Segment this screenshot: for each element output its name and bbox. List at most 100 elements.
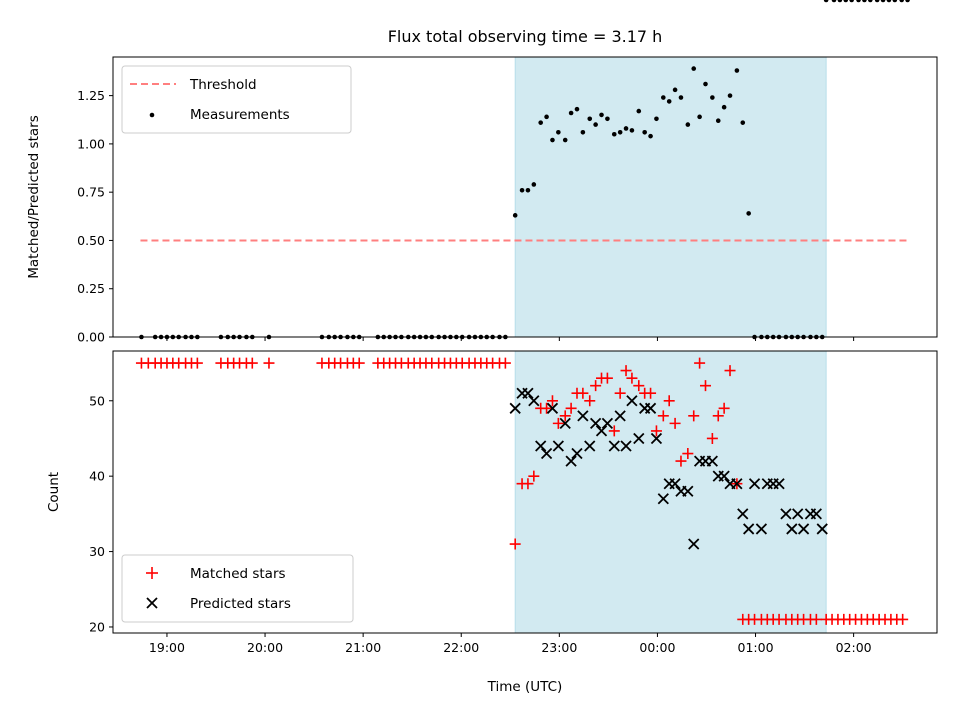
matched-star-point bbox=[191, 357, 203, 369]
measurement-point bbox=[623, 126, 629, 131]
y-tick-label: 50 bbox=[89, 393, 105, 408]
measurement-point bbox=[678, 95, 684, 100]
measurement-point bbox=[666, 99, 672, 104]
measurement-point bbox=[880, 0, 886, 3]
bottom-panel: 20 30 40 50 19:00 20:00 21:00 22:00 23:00 00:00 0… bbox=[46, 350, 938, 695]
measurement-point bbox=[740, 120, 746, 125]
measurements-legend-label: Measurements bbox=[190, 107, 290, 123]
matched-star-point bbox=[706, 432, 718, 444]
predicted-star-point bbox=[748, 478, 761, 490]
predicted-star-point bbox=[682, 485, 694, 497]
measurement-point bbox=[648, 133, 653, 139]
matched-star-point bbox=[694, 357, 706, 369]
matched-star-point bbox=[509, 538, 521, 550]
measurement-point bbox=[642, 130, 647, 135]
measurement-point bbox=[611, 131, 617, 137]
predicted-star-point bbox=[577, 410, 589, 422]
matched-star-point bbox=[577, 387, 589, 399]
matched-star-point bbox=[590, 380, 602, 392]
measurement-point bbox=[629, 128, 635, 133]
predicted-star-point bbox=[540, 447, 553, 460]
matched-legend-label: Matched stars bbox=[190, 566, 286, 582]
predicted-star-point bbox=[633, 432, 645, 445]
predicted-star-point bbox=[589, 417, 602, 430]
matched-star-point bbox=[601, 372, 613, 384]
predicted-star-point bbox=[706, 455, 718, 467]
matched-star-point bbox=[614, 387, 626, 399]
measurement-point bbox=[538, 120, 543, 125]
measurement-point bbox=[550, 137, 555, 143]
measurement-point bbox=[519, 187, 525, 193]
predicted-star-point bbox=[810, 508, 822, 520]
y-tick-label: 0.00 bbox=[77, 330, 105, 345]
predicted-star-point bbox=[650, 432, 663, 445]
measurement-point bbox=[654, 116, 659, 122]
predicted-star-point bbox=[816, 523, 828, 535]
measurement-point bbox=[710, 95, 715, 100]
measurement-point bbox=[531, 182, 537, 187]
x-tick-label: 00:00 bbox=[639, 640, 675, 655]
measurement-point bbox=[685, 122, 691, 127]
measurement-point bbox=[544, 114, 549, 120]
predicted-star-point bbox=[797, 523, 810, 535]
predicted-star-point bbox=[773, 478, 785, 490]
matched-star-point bbox=[263, 357, 275, 369]
matched-legend-marker bbox=[146, 567, 158, 579]
predicted-star-point bbox=[614, 410, 626, 422]
measurement-point bbox=[823, 0, 829, 3]
matched-star-point bbox=[650, 425, 662, 437]
matched-star-point bbox=[810, 613, 822, 625]
matched-star-point bbox=[897, 613, 909, 625]
measurement-point bbox=[746, 211, 751, 216]
bottom-legend-box bbox=[121, 554, 354, 623]
predicted-star-point bbox=[552, 440, 564, 452]
measurement-point bbox=[715, 118, 721, 124]
chart-title: Flux total observing time = 3.17 h bbox=[388, 27, 663, 46]
measurement-point bbox=[905, 0, 910, 3]
matched-star-point bbox=[633, 380, 645, 392]
threshold-legend-label: Threshold bbox=[189, 77, 257, 93]
x-tick-label: 23:00 bbox=[541, 640, 577, 655]
measurement-point bbox=[525, 187, 531, 193]
predicted-star-point bbox=[792, 508, 804, 520]
measurement-point bbox=[593, 122, 598, 127]
x-tick-label: 21:00 bbox=[345, 640, 381, 655]
matched-star-point bbox=[645, 387, 657, 399]
predicted-star-point bbox=[584, 440, 596, 452]
predicted-star-point bbox=[669, 478, 681, 490]
predicted-star-point bbox=[620, 440, 632, 452]
predicted-star-point bbox=[737, 508, 749, 520]
predicted-star-point bbox=[535, 440, 547, 452]
y-tick-label: 20 bbox=[89, 619, 105, 634]
measurement-point bbox=[843, 0, 849, 3]
matched-star-point bbox=[620, 365, 632, 377]
predicted-star-point bbox=[565, 455, 577, 467]
measurement-point bbox=[831, 0, 837, 3]
top-legend-box bbox=[121, 65, 352, 134]
measurement-point bbox=[568, 110, 574, 116]
measurement-point bbox=[727, 93, 733, 98]
x-axis-label: Time (UTC) bbox=[487, 679, 563, 695]
measurement-point bbox=[856, 0, 861, 3]
top-y-axis-label: Matched/Predicted stars bbox=[26, 115, 42, 278]
predicted-star-point bbox=[608, 440, 620, 452]
y-tick-label: 0.25 bbox=[77, 281, 105, 296]
matched-star-point bbox=[608, 425, 620, 437]
measurement-point bbox=[691, 66, 697, 71]
predicted-star-point bbox=[786, 523, 798, 535]
matched-star-point bbox=[663, 395, 675, 407]
top-axes-frame bbox=[112, 56, 938, 338]
measurement-point bbox=[661, 95, 666, 100]
matched-star-point bbox=[626, 372, 638, 384]
x-tick-label: 02:00 bbox=[836, 640, 872, 655]
matched-star-point bbox=[353, 357, 365, 369]
bottom-axes-frame bbox=[112, 350, 938, 634]
y-tick-label: 30 bbox=[89, 544, 105, 559]
measurement-point bbox=[636, 108, 642, 114]
predicted-star-point bbox=[780, 508, 792, 520]
predicted-star-point bbox=[546, 402, 559, 414]
predicted-star-point bbox=[571, 447, 583, 460]
measurement-point bbox=[556, 130, 561, 135]
measurement-point bbox=[672, 87, 678, 93]
